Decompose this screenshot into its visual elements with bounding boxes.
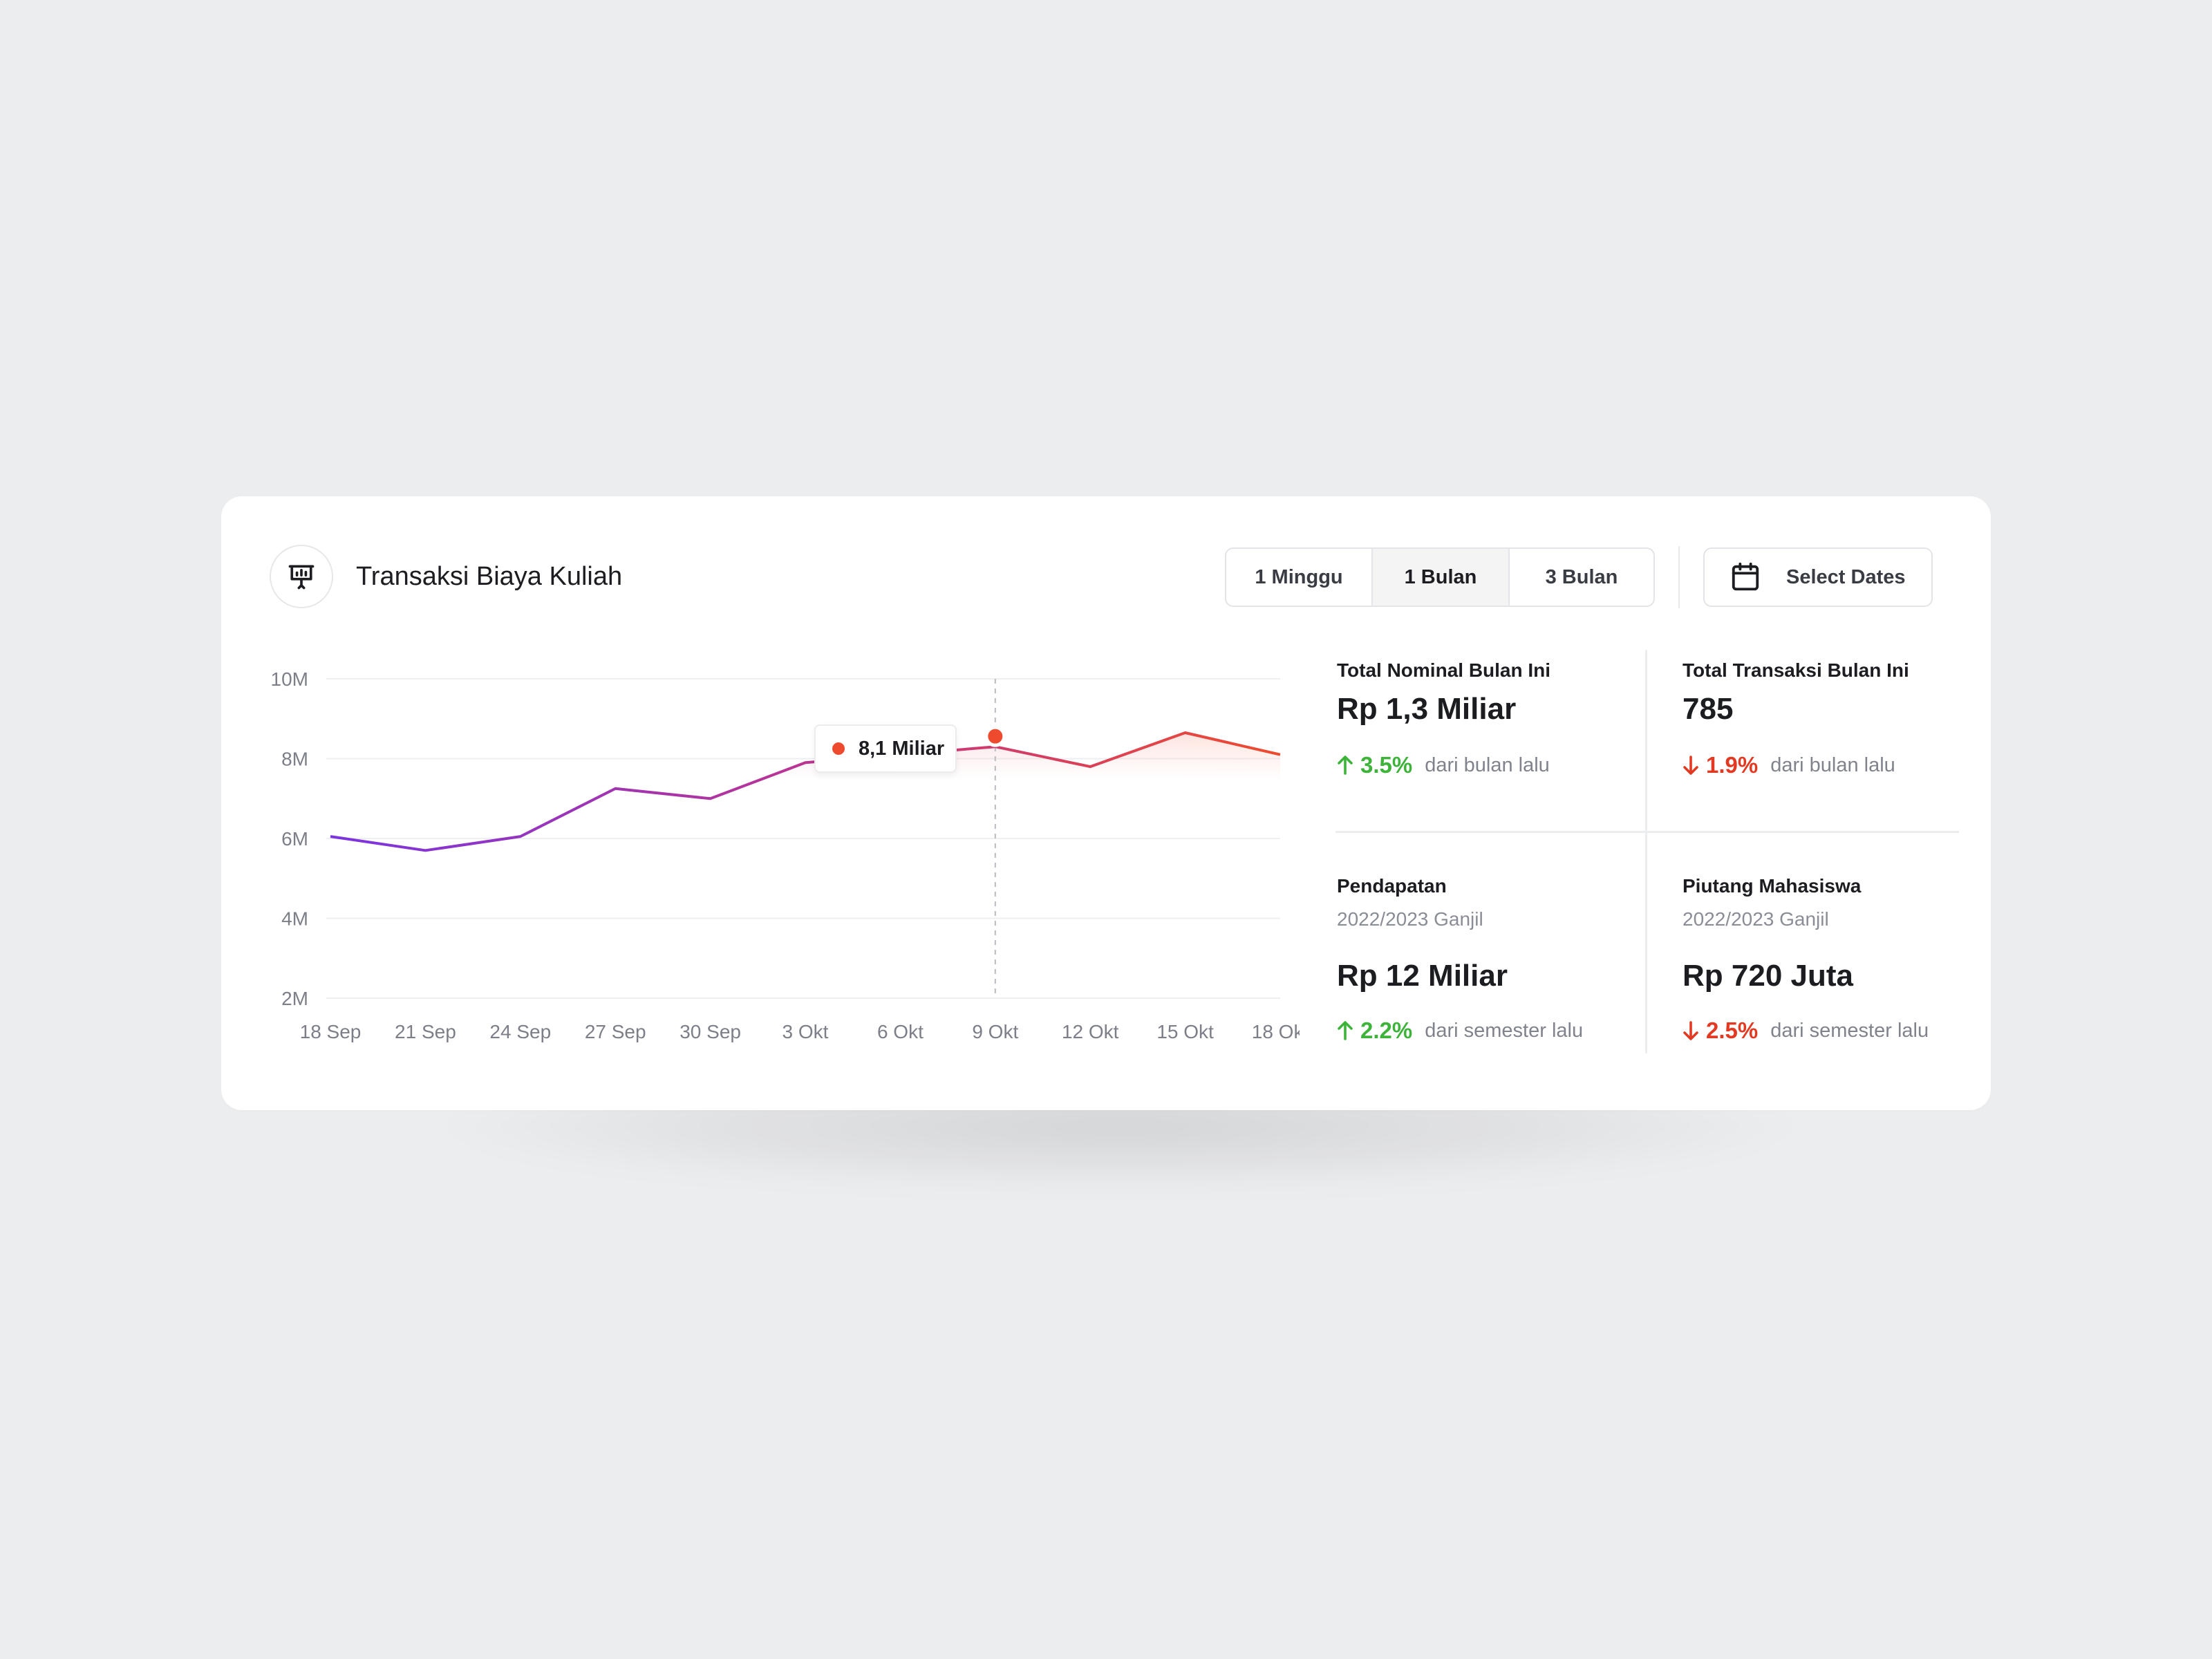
stat-change: 2.2% dari semester lalu bbox=[1337, 1018, 1583, 1044]
select-dates-button[interactable]: Select Dates bbox=[1703, 547, 1933, 607]
stat-change: 1.9% dari bulan lalu bbox=[1683, 752, 1909, 778]
period-1-minggu[interactable]: 1 Minggu bbox=[1255, 565, 1343, 588]
y-tick-label: 2M bbox=[281, 988, 308, 1009]
tooltip-dot bbox=[832, 742, 845, 755]
y-tick-label: 4M bbox=[281, 908, 308, 930]
period-3-bulan[interactable]: 3 Bulan bbox=[1508, 549, 1653, 606]
header-divider bbox=[1678, 546, 1680, 608]
stat-change: 3.5% dari bulan lalu bbox=[1337, 752, 1550, 778]
chart-series-line bbox=[330, 731, 1281, 852]
calendar-icon bbox=[1730, 561, 1761, 593]
x-tick-label: 15 Okt bbox=[1156, 1021, 1214, 1042]
period-selector: 1 Minggu 1 Bulan 3 Bulan bbox=[1225, 547, 1655, 607]
stat-change-note: dari semester lalu bbox=[1770, 1019, 1929, 1042]
stat-period: 2022/2023 Ganjil bbox=[1337, 908, 1483, 930]
stat-total-nominal: Total Nominal Bulan Ini Rp 1,3 Miliar 3.… bbox=[1337, 658, 1550, 778]
stat-value: Rp 1,3 Miliar bbox=[1337, 692, 1517, 726]
arrow-up-icon bbox=[1337, 1020, 1353, 1041]
transaction-card: Transaksi Biaya Kuliah 1 Minggu 1 Bulan … bbox=[221, 496, 1991, 1110]
select-dates-label: Select Dates bbox=[1786, 565, 1906, 588]
stat-change-percent: 2.5% bbox=[1706, 1018, 1759, 1043]
chart-tooltip: 8,1 Miliar bbox=[814, 724, 957, 773]
stat-change-note: dari semester lalu bbox=[1425, 1019, 1584, 1042]
stat-label: Total Nominal Bulan Ini bbox=[1337, 659, 1551, 681]
presentation-chart-icon bbox=[270, 545, 333, 608]
y-tick-label: 10M bbox=[271, 668, 308, 690]
stat-change-note: dari bulan lalu bbox=[1770, 753, 1895, 776]
card-title: Transaksi Biaya Kuliah bbox=[356, 562, 623, 591]
stat-value: Rp 12 Miliar bbox=[1337, 959, 1508, 993]
stat-change-note: dari bulan lalu bbox=[1425, 753, 1550, 776]
stat-label: Piutang Mahasiswa bbox=[1683, 875, 1862, 897]
y-tick-label: 8M bbox=[281, 749, 308, 770]
x-tick-label: 12 Okt bbox=[1062, 1021, 1119, 1042]
x-tick-label: 24 Sep bbox=[489, 1021, 551, 1042]
x-tick-label: 3 Okt bbox=[782, 1021, 829, 1042]
x-tick-label: 9 Okt bbox=[972, 1021, 1018, 1042]
y-tick-label: 6M bbox=[281, 828, 308, 850]
stat-total-transaksi: Total Transaksi Bulan Ini 785 1.9% dari … bbox=[1683, 658, 1909, 778]
x-tick-label: 30 Sep bbox=[679, 1021, 741, 1042]
stat-label: Pendapatan bbox=[1337, 875, 1447, 897]
highlight-point[interactable] bbox=[984, 725, 1006, 747]
arrow-down-icon bbox=[1683, 755, 1699, 776]
x-tick-label: 27 Sep bbox=[585, 1021, 646, 1042]
stat-value: Rp 720 Juta bbox=[1683, 959, 1853, 993]
tooltip-value: 8,1 Miliar bbox=[859, 737, 945, 760]
x-tick-label: 21 Sep bbox=[395, 1021, 456, 1042]
x-tick-label: 18 Okt bbox=[1252, 1021, 1300, 1042]
stat-change: 2.5% dari semester lalu bbox=[1683, 1018, 1929, 1044]
chart-area-fill bbox=[330, 733, 1280, 973]
stats-horizontal-divider bbox=[1335, 831, 1959, 833]
arrow-up-icon bbox=[1337, 755, 1353, 776]
x-tick-label: 6 Okt bbox=[877, 1021, 924, 1042]
x-axis-labels: 18 Sep 21 Sep 24 Sep 27 Sep 30 Sep 3 Okt 6 Okt… bbox=[300, 1021, 1300, 1042]
stat-change-percent: 2.2% bbox=[1360, 1018, 1413, 1043]
arrow-down-icon bbox=[1683, 1020, 1699, 1041]
stat-value: 785 bbox=[1683, 692, 1734, 726]
x-tick-label: 18 Sep bbox=[300, 1021, 362, 1042]
chart-points bbox=[984, 725, 1006, 747]
period-1-bulan[interactable]: 1 Bulan bbox=[1371, 549, 1508, 606]
area-chart: 2M 4M 6M 8M 10M 18 Sep 21 Sep 24 Sep 27 Sep 30 S… bbox=[271, 668, 1300, 1042]
stat-change-percent: 3.5% bbox=[1360, 752, 1413, 778]
stat-label: Total Transaksi Bulan Ini bbox=[1683, 659, 1909, 681]
stat-pendapatan: Pendapatan 2022/2023 Ganjil Rp 12 Miliar… bbox=[1337, 874, 1583, 1044]
y-axis-labels: 2M 4M 6M 8M 10M bbox=[271, 668, 308, 1009]
stat-piutang: Piutang Mahasiswa 2022/2023 Ganjil Rp 72… bbox=[1683, 874, 1929, 1044]
stat-period: 2022/2023 Ganjil bbox=[1683, 908, 1829, 930]
stat-change-percent: 1.9% bbox=[1706, 752, 1759, 778]
stats-vertical-divider bbox=[1645, 650, 1647, 1053]
